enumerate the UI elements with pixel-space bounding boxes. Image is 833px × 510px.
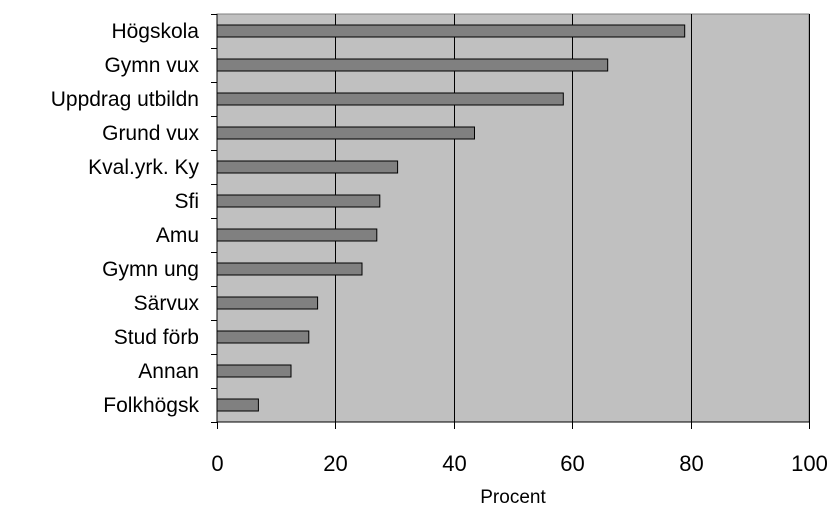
x-tick-label-5: 100 — [791, 451, 828, 476]
category-labels: Högskola Gymn vux Uppdrag utbildn Grund vux… — [51, 20, 200, 417]
category-label-0: Högskola — [111, 20, 199, 43]
x-tick-label-2: 40 — [442, 451, 466, 476]
bar-3 — [216, 126, 475, 140]
category-label-11: Folkhögsk — [103, 394, 199, 417]
y-ticks — [211, 14, 217, 423]
category-label-2: Uppdrag utbildn — [51, 88, 199, 111]
x-tick-labels: 0 20 40 60 80 100 — [211, 451, 827, 476]
x-tick-label-0: 0 — [211, 451, 223, 476]
bar-7 — [216, 262, 363, 276]
bars — [216, 24, 686, 412]
bar-2 — [216, 92, 564, 106]
bar-1 — [216, 58, 609, 72]
bar-4 — [216, 160, 399, 174]
gridlines — [335, 14, 810, 422]
bar-9 — [216, 330, 310, 344]
category-label-9: Stud förb — [114, 326, 199, 349]
x-tick-label-1: 20 — [323, 451, 347, 476]
bar-6 — [216, 228, 378, 242]
category-label-5: Sfi — [174, 190, 199, 213]
x-axis-title: Procent — [480, 487, 546, 508]
bar-11 — [216, 398, 259, 412]
x-tick-label-4: 80 — [679, 451, 703, 476]
category-label-7: Gymn ung — [102, 258, 199, 281]
bar-10 — [216, 364, 292, 378]
category-label-1: Gymn vux — [104, 54, 199, 77]
plot-area — [216, 13, 810, 423]
bar-5 — [216, 194, 381, 208]
x-ticks — [217, 422, 810, 429]
category-label-6: Amu — [156, 224, 199, 247]
category-label-3: Grund vux — [102, 122, 199, 145]
x-tick-label-3: 60 — [560, 451, 584, 476]
bar-8 — [216, 296, 319, 310]
category-label-10: Annan — [138, 360, 199, 383]
category-label-8: Särvux — [134, 292, 200, 315]
bar-0 — [216, 24, 686, 38]
category-label-4: Kval.yrk. Ky — [88, 156, 199, 179]
